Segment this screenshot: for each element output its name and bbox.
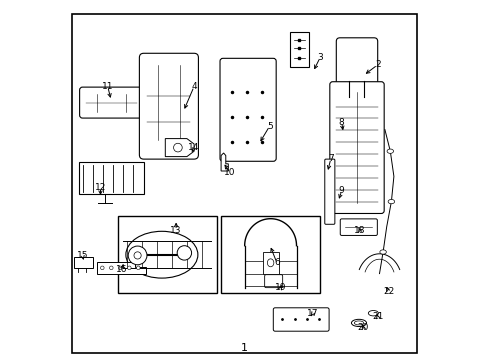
Polygon shape [221,153,228,171]
FancyBboxPatch shape [264,275,282,288]
Text: 11: 11 [102,82,113,91]
FancyBboxPatch shape [340,219,377,235]
FancyBboxPatch shape [72,14,416,353]
Text: 6: 6 [273,258,279,267]
Circle shape [177,246,191,260]
Text: 8: 8 [338,118,344,127]
Circle shape [173,143,182,152]
Text: 10: 10 [224,168,235,177]
Bar [262,252,278,274]
Bar [118,216,216,293]
Circle shape [101,266,104,270]
Text: 5: 5 [266,122,272,131]
FancyBboxPatch shape [80,87,142,118]
Text: 3: 3 [317,53,322,62]
Ellipse shape [379,250,386,254]
FancyBboxPatch shape [220,58,276,161]
Text: 13: 13 [170,226,182,235]
Text: 2: 2 [374,60,380,69]
FancyBboxPatch shape [324,159,334,224]
Ellipse shape [354,321,363,325]
Text: 15: 15 [77,251,88,260]
Circle shape [128,246,146,265]
Ellipse shape [267,259,273,267]
Text: 7: 7 [327,154,333,163]
Text: 17: 17 [306,309,318,318]
Circle shape [127,266,131,270]
Circle shape [134,252,141,259]
Text: 20: 20 [357,323,368,332]
Ellipse shape [386,149,393,153]
FancyBboxPatch shape [273,308,328,331]
Ellipse shape [387,199,394,204]
Text: 4: 4 [191,82,197,91]
Ellipse shape [367,310,378,316]
Text: 14: 14 [188,143,200,152]
Text: 9: 9 [338,186,344,195]
FancyBboxPatch shape [329,82,384,213]
Text: 1: 1 [241,343,247,354]
Text: 16: 16 [116,266,127,275]
Text: 21: 21 [371,312,383,321]
Text: 22: 22 [382,287,393,296]
Circle shape [118,266,122,270]
Bar [79,162,143,194]
Circle shape [136,266,140,270]
Text: 18: 18 [353,226,365,235]
Text: 12: 12 [95,183,106,192]
Bar [221,216,320,293]
FancyBboxPatch shape [336,38,377,86]
Circle shape [109,266,113,270]
Bar [289,32,309,67]
Polygon shape [165,139,194,157]
Ellipse shape [125,231,198,278]
Ellipse shape [351,319,366,327]
Bar [73,257,93,268]
FancyBboxPatch shape [139,53,198,159]
Text: 19: 19 [274,284,285,292]
Polygon shape [97,262,145,274]
